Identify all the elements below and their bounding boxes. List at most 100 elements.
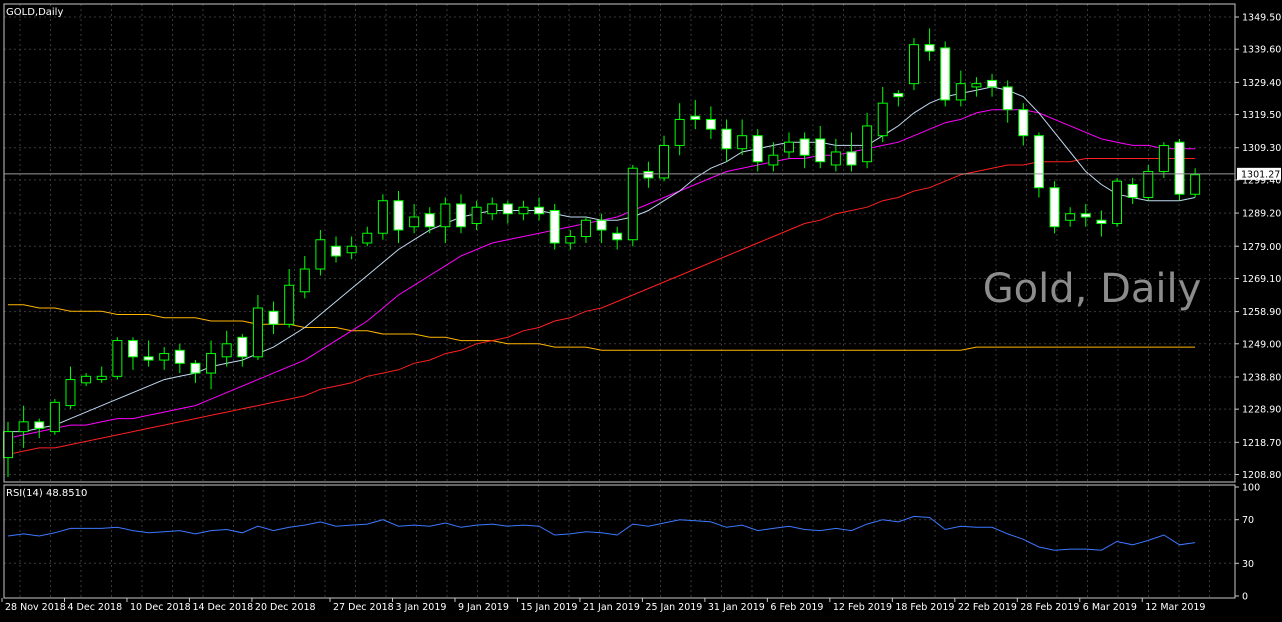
candle-body — [424, 213, 435, 228]
time-tick-label: 3 Jan 2019 — [396, 602, 447, 613]
price-axis[interactable]: 1349.50 1339.60 1329.40 1319.50 1309.30 1299.… — [1235, 13, 1281, 482]
candle-body — [331, 245, 342, 257]
candle — [502, 200, 513, 224]
candle-body — [627, 167, 638, 241]
candle-body — [18, 421, 29, 433]
candle — [455, 194, 466, 234]
candle — [440, 197, 451, 243]
candle-body — [737, 135, 748, 150]
price-tick-label: 1339.60 — [1242, 45, 1281, 56]
candle-body — [299, 268, 310, 293]
ma-long-path — [8, 304, 1196, 351]
time-tick-label: 6 Feb 2019 — [770, 602, 823, 613]
candle-body — [268, 310, 279, 325]
price-tick-label: 1218.70 — [1242, 438, 1281, 449]
candle — [643, 161, 654, 188]
candle-body — [971, 83, 982, 88]
current-price-badge: 1301.27 — [1237, 167, 1281, 180]
candle — [331, 236, 342, 263]
time-tick-label: 10 Dec 2018 — [130, 602, 191, 613]
candle — [34, 418, 45, 439]
candle — [1112, 177, 1123, 227]
candle — [690, 99, 701, 130]
price-panel-grid — [4, 4, 1235, 482]
time-tick-label: 14 Dec 2018 — [192, 602, 253, 613]
candle — [908, 38, 919, 91]
price-tick-label: 1249.00 — [1242, 339, 1281, 350]
candle-body — [96, 375, 107, 381]
candle-body — [34, 421, 45, 429]
candle-body — [1049, 187, 1060, 228]
candle — [143, 340, 154, 367]
candle — [1096, 210, 1107, 237]
candle-body — [1080, 213, 1091, 218]
candle-body — [237, 336, 248, 358]
candle — [81, 373, 92, 387]
rsi-tick-label: 0 — [1242, 592, 1248, 603]
candle-body — [1002, 86, 1013, 111]
candle — [518, 200, 529, 221]
candle-body — [49, 401, 60, 433]
candle — [752, 129, 763, 172]
current-price-badge-bg — [1237, 167, 1281, 180]
candle-body — [315, 239, 326, 270]
candle — [1080, 203, 1091, 227]
candle — [346, 236, 357, 260]
candle — [955, 70, 966, 107]
candle — [1143, 164, 1154, 201]
candle — [299, 256, 310, 299]
time-tick-label: 28 Feb 2019 — [1020, 602, 1079, 613]
candle — [1018, 103, 1029, 146]
candle — [799, 132, 810, 169]
ma-slow-path — [7, 158, 1196, 455]
candle-body — [830, 151, 841, 166]
candle-body — [1127, 183, 1138, 198]
candle-body — [455, 203, 466, 228]
candle — [971, 77, 982, 97]
symbol-label: GOLD,Daily — [6, 7, 63, 18]
price-tick-label: 1329.40 — [1242, 78, 1281, 89]
rsi-label: RSI(14) 48.8510 — [6, 488, 87, 499]
candle-body — [924, 44, 935, 52]
time-axis[interactable]: 28 Nov 2018 4 Dec 2018 10 Dec 2018 14 Dec 2… — [1, 598, 1205, 613]
candle — [721, 119, 732, 162]
candle — [737, 119, 748, 156]
rsi-tick-label: 70 — [1242, 515, 1254, 526]
candle-body — [284, 284, 295, 325]
candle-body — [143, 356, 154, 361]
price-tick-label: 1238.80 — [1242, 372, 1281, 383]
candle-body — [487, 203, 498, 215]
candle-body — [908, 44, 919, 85]
candle-body — [393, 200, 404, 231]
candle-body — [518, 206, 529, 215]
candle-body — [3, 431, 13, 459]
candle — [784, 132, 794, 159]
candle — [705, 106, 716, 139]
candle-body — [1112, 180, 1123, 224]
candle — [127, 337, 138, 370]
time-tick-label: 4 Dec 2018 — [67, 602, 122, 613]
time-tick-label: 15 Jan 2019 — [520, 602, 577, 613]
candle-body — [190, 362, 201, 374]
candle — [159, 347, 170, 370]
rsi-axis[interactable]: 100 70 30 0 — [1235, 483, 1260, 603]
candle — [1190, 168, 1201, 198]
candle — [1174, 138, 1185, 201]
candle-body — [502, 203, 513, 215]
candle — [487, 197, 498, 221]
candle-body — [112, 340, 123, 377]
candle-body — [987, 79, 998, 88]
time-tick-label: 9 Jan 2019 — [458, 602, 509, 613]
candle-body — [409, 216, 420, 228]
candle-body — [1033, 135, 1044, 189]
candle-body — [940, 47, 951, 101]
price-tick-label: 1258.90 — [1242, 307, 1281, 318]
candle — [596, 213, 607, 243]
panel-frames — [3, 3, 1236, 599]
candle — [987, 73, 998, 97]
candle — [1002, 80, 1013, 123]
candle — [284, 269, 295, 328]
